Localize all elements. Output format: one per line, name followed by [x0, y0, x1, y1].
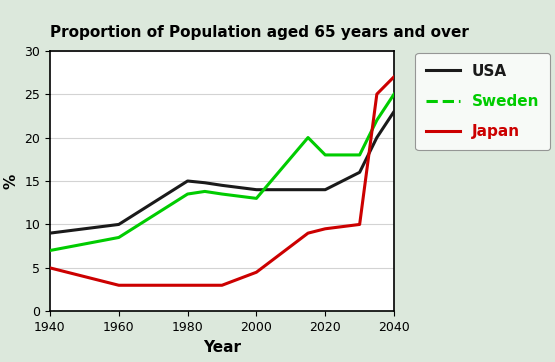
Legend: USA, Sweden, Japan: USA, Sweden, Japan	[416, 53, 550, 150]
Y-axis label: %: %	[4, 173, 19, 189]
X-axis label: Year: Year	[203, 340, 241, 355]
Text: Proportion of Population aged 65 years and over: Proportion of Population aged 65 years a…	[50, 25, 469, 40]
